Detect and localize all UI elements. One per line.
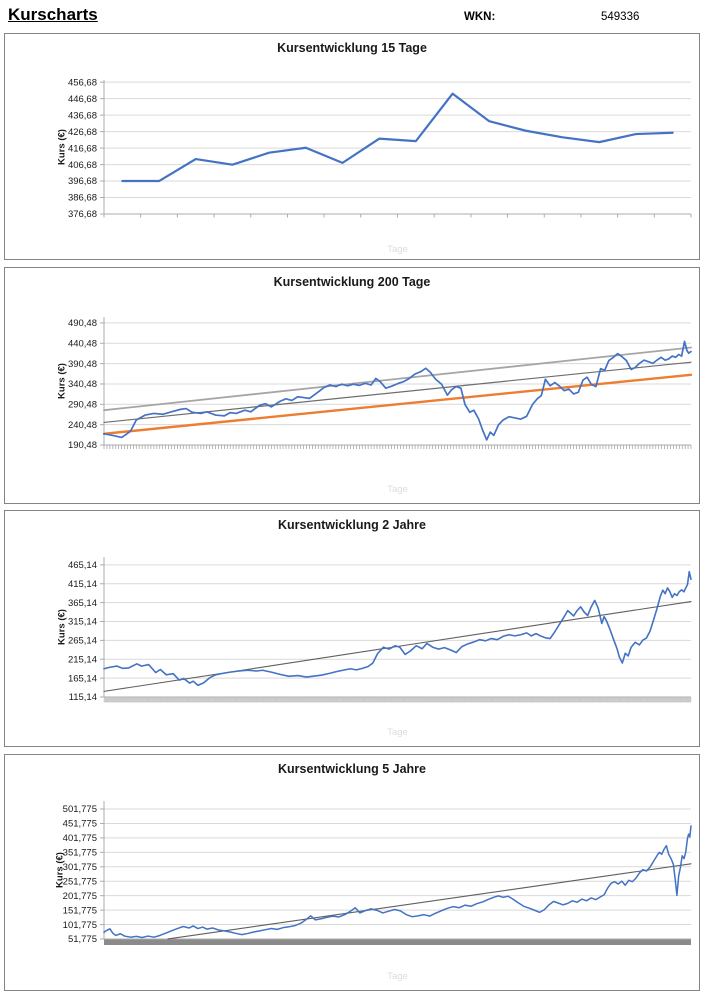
y-tick-label: 51,775 <box>68 934 97 945</box>
series-trendkanal-oben <box>103 346 692 412</box>
chart-kursentwicklung-2-jahre: Kursentwicklung 2 Jahre Kurs (€) Tage 46… <box>4 510 700 747</box>
x-tick-comb <box>103 445 692 449</box>
y-tick-label: 501,775 <box>63 804 97 815</box>
page-title: Kurscharts <box>8 5 98 24</box>
y-tick-label: 390,48 <box>68 359 97 370</box>
y-tick-label: 406,68 <box>68 160 97 171</box>
chart-title: Kursentwicklung 5 Jahre <box>278 762 426 776</box>
y-tick-label: 115,14 <box>69 692 97 703</box>
y-tick-label: 351,775 <box>63 848 97 859</box>
y-tick-label: 416,68 <box>68 143 97 154</box>
y-tick-label: 490,48 <box>68 318 97 329</box>
y-tick-label: 315,14 <box>68 617 97 628</box>
chart-title: Kursentwicklung 2 Jahre <box>278 518 426 532</box>
y-tick-label: 386,68 <box>68 193 97 204</box>
chart-kursentwicklung-5-jahre: Kursentwicklung 5 Jahre Kurs (€) Tage 50… <box>4 754 700 991</box>
page-header: Kurscharts WKN: 549336 <box>0 0 706 30</box>
chart-kursentwicklung-15-tage: Kursentwicklung 15 Tage Kurs (€) Tage 45… <box>4 33 700 260</box>
y-tick-label: 401,775 <box>63 833 97 844</box>
plot-canvas: 490,48 440,48 390,48 340,48 290,48 240,48 190,… <box>68 317 693 451</box>
x-tick-comb <box>103 697 692 702</box>
y-tick-label: 440,48 <box>68 338 97 349</box>
series-kurs <box>103 340 692 441</box>
x-tick-band <box>104 939 691 945</box>
chart-title: Kursentwicklung 200 Tage <box>273 275 431 289</box>
x-axis-title: Tage <box>387 727 408 738</box>
x-axis-title: Tage <box>387 971 408 982</box>
y-tick-label: 426,68 <box>68 127 97 138</box>
y-tick-label: 165,14 <box>68 673 97 684</box>
y-tick-label: 101,775 <box>63 920 97 931</box>
y-tick-label: 446,68 <box>68 94 97 105</box>
y-tick-label: 151,775 <box>63 905 97 916</box>
y-tick-label: 365,14 <box>68 598 97 609</box>
series-trend <box>167 863 692 940</box>
y-tick-label: 340,48 <box>68 379 97 390</box>
y-tick-label: 201,775 <box>63 891 97 902</box>
y-tick-label: 301,775 <box>63 862 97 873</box>
series-trend <box>103 361 692 424</box>
wkn-label: WKN: <box>464 11 496 23</box>
x-axis-title: Tage <box>387 244 408 255</box>
chart-title: Kursentwicklung 15 Tage <box>277 41 427 55</box>
plot-canvas: 501,775 451,775 401,775 351,775 301,775 251,7… <box>63 801 692 945</box>
y-tick-label: 396,68 <box>68 176 97 187</box>
x-axis-title: Tage <box>387 484 408 495</box>
y-tick-label: 251,775 <box>63 876 97 887</box>
y-tick-label: 215,14 <box>68 654 97 665</box>
chart-kursentwicklung-200-tage: Kursentwicklung 200 Tage Kurs (€) Tage 4… <box>4 267 700 504</box>
series-kurs <box>103 825 692 939</box>
y-tick-label: 415,14 <box>68 579 97 590</box>
y-tick-label: 451,775 <box>63 819 97 830</box>
series-kurs <box>121 92 674 183</box>
plot-canvas: 456,68 446,68 436,68 426,68 416,68 406,68 396,… <box>68 77 692 220</box>
y-tick-label: 265,14 <box>68 636 97 647</box>
x-tick-comb <box>103 214 692 218</box>
series-kurs <box>103 570 692 687</box>
y-tick-label: 190,48 <box>68 440 97 451</box>
y-tick-label: 465,14 <box>68 560 97 571</box>
plot-canvas: 465,14 415,14 365,14 315,14 265,14 215,14 165,… <box>68 557 692 703</box>
y-tick-label: 240,48 <box>68 420 97 431</box>
wkn-value: 549336 <box>601 11 640 23</box>
y-tick-label: 436,68 <box>68 110 97 121</box>
y-tick-label: 290,48 <box>68 400 97 411</box>
y-tick-label: 456,68 <box>68 77 97 88</box>
y-tick-label: 376,68 <box>68 209 97 220</box>
